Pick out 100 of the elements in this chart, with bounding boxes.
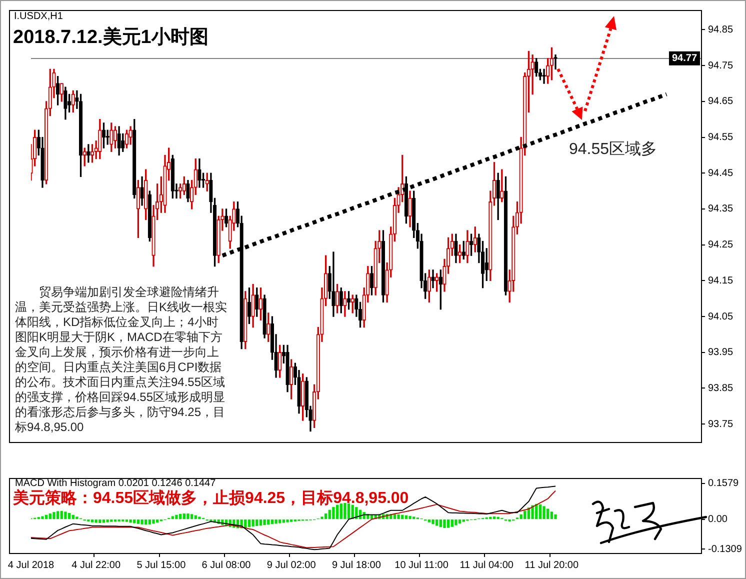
bar <box>76 516 78 520</box>
bar <box>324 513 328 520</box>
bar <box>462 519 465 522</box>
candlestick <box>136 180 140 238</box>
candlestick <box>67 94 72 113</box>
bar <box>102 519 106 523</box>
candlestick <box>466 230 470 264</box>
bar <box>140 519 144 524</box>
y-tick-label: 94.75 <box>708 60 734 72</box>
candlestick <box>178 184 182 199</box>
candlestick <box>110 122 114 152</box>
candlestick <box>504 176 508 296</box>
y-tick-label: 0.1579 <box>708 478 740 490</box>
bar <box>148 519 152 524</box>
bar <box>64 512 67 520</box>
bar <box>428 519 430 522</box>
x-tick-label: 5 Jul 15:00 <box>136 560 186 571</box>
bar <box>290 519 293 522</box>
candlestick <box>458 244 462 264</box>
candlestick <box>71 90 75 113</box>
y-tick-label: 0.00 <box>708 514 728 526</box>
bar <box>259 519 262 526</box>
candlestick <box>60 83 64 102</box>
ref-line-label: 94.77 <box>672 53 698 64</box>
candlestick <box>500 169 504 202</box>
annotation: 美元策略：94.55区域做多，止损94.25，目标94.8,95.00 <box>13 490 409 508</box>
bar <box>110 519 113 522</box>
candlestick <box>554 54 558 70</box>
candlestick <box>186 180 190 202</box>
candlestick <box>117 126 121 156</box>
x-tick-label: 11 Jul 20:00 <box>524 560 579 571</box>
x-tick-label: 11 Jul 04:00 <box>460 560 514 571</box>
y-tick-label: -0.1309 <box>708 544 742 555</box>
candlestick <box>343 291 347 317</box>
candlestick <box>78 94 83 178</box>
text: 2018.7.12.美元1小时图 <box>13 25 208 50</box>
y-tick-label: 94.55 <box>708 132 734 144</box>
candlestick <box>128 126 132 145</box>
bar <box>198 516 201 520</box>
candlestick <box>462 240 466 260</box>
bar <box>538 504 542 520</box>
x-tick-label: 6 Jul 08:00 <box>202 560 252 571</box>
bar <box>458 519 462 524</box>
bar <box>546 508 550 520</box>
bar <box>156 519 159 523</box>
bar <box>336 504 339 520</box>
candlestick <box>286 344 290 392</box>
y-tick-label: 93.85 <box>708 382 734 394</box>
bar <box>550 512 554 520</box>
bar <box>94 519 98 523</box>
candlestick <box>339 288 343 314</box>
bar <box>171 516 174 520</box>
y-tick-label: 93.75 <box>708 418 734 430</box>
candlestick <box>278 344 282 378</box>
candlestick <box>106 130 110 145</box>
candlestick <box>542 68 546 84</box>
bar <box>355 507 358 520</box>
x-tick-label: 4 Jul 22:00 <box>72 560 121 571</box>
candlestick <box>251 284 255 328</box>
bar <box>332 507 335 520</box>
bar <box>144 519 148 525</box>
candlestick <box>408 190 412 228</box>
bar <box>520 514 522 520</box>
bar <box>56 511 60 520</box>
candlestick <box>550 47 554 80</box>
bar <box>267 519 270 525</box>
bar <box>489 516 492 520</box>
y-tick-label: 94.05 <box>708 311 734 322</box>
bar <box>542 506 546 520</box>
candlestick <box>255 288 259 317</box>
bar <box>531 505 534 520</box>
bar <box>68 513 71 520</box>
bar <box>408 516 412 520</box>
bar <box>136 519 140 524</box>
bar <box>52 512 56 520</box>
bar <box>320 516 324 520</box>
candlestick <box>332 252 336 317</box>
bar <box>554 514 557 520</box>
y-tick-label: 94.85 <box>708 24 734 36</box>
candlestick <box>86 144 90 163</box>
bar <box>439 519 442 528</box>
bar <box>256 519 258 526</box>
bar <box>397 514 400 520</box>
bar <box>412 516 416 520</box>
bar <box>328 510 331 520</box>
bar <box>446 519 450 528</box>
candlestick <box>56 76 60 106</box>
candlestick <box>64 86 68 120</box>
bar <box>98 519 102 524</box>
candlestick <box>335 284 340 314</box>
y-tick-label: 94.15 <box>708 275 734 286</box>
chart-title: MACD With Histogram 0.0201 0.1246 0.1447 <box>15 478 216 489</box>
bar <box>263 519 266 526</box>
candlestick <box>144 169 148 220</box>
bar <box>178 514 182 520</box>
candlestick <box>454 234 458 264</box>
x-tick-label: 4 Jul 2018 <box>8 560 55 571</box>
bar <box>48 513 52 520</box>
text: 贸易争端加剧引发全球避险情绪升温，美元受益强势上涨。日K线收一根实体阳线，KD指标低位金叉向上；4小时图阳K明显大于阴K，MACD在零轴下方金叉向上发展，预示价格有进一步向上的空间。日内重点关注美国6月CPI数据的公布。技术面日内重点关注94.55区域的强支撑，价格回踩94.55区域形成明显的看涨形态后参与多头，防守94.25，目标94.8,95.00 <box>15 285 228 434</box>
bar <box>450 519 454 527</box>
